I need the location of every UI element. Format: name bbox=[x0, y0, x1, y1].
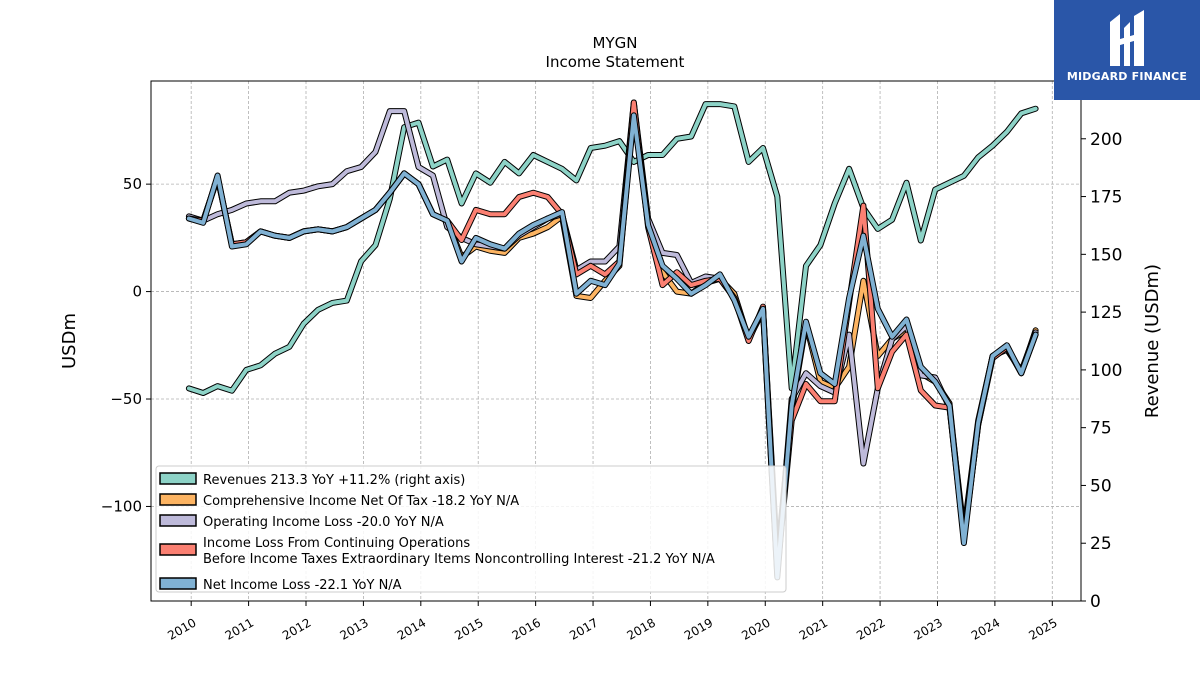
x-tick-label: 2020 bbox=[739, 615, 772, 642]
legend-label: Revenues 213.3 YoY +11.2% (right axis) bbox=[203, 473, 465, 488]
legend-label: Before Income Taxes Extraordinary Items … bbox=[203, 552, 715, 567]
revenues-line bbox=[186, 102, 1038, 395]
x-tick-label: 2019 bbox=[682, 615, 715, 642]
y2-axis-label: Revenue (USDm) bbox=[1142, 264, 1163, 418]
net-income-loss-line bbox=[186, 113, 1038, 580]
series-layer bbox=[185, 99, 1039, 581]
brand-name: MIDGARD FINANCE bbox=[1066, 70, 1188, 83]
y-tick-label: 0 bbox=[132, 283, 142, 301]
y2-tick-label: 100 bbox=[1090, 361, 1122, 381]
x-tick-label: 2021 bbox=[797, 615, 830, 642]
legend-swatch bbox=[159, 493, 197, 506]
x-tick-label: 2025 bbox=[1026, 615, 1059, 642]
legend-swatch bbox=[159, 577, 197, 590]
y-tick-label: −100 bbox=[101, 497, 142, 515]
y-axis-label: USDm bbox=[59, 313, 80, 369]
y2-tick-label: 150 bbox=[1090, 245, 1122, 265]
y2-tick-label: 50 bbox=[1090, 476, 1112, 496]
x-tick-label: 2024 bbox=[969, 615, 1002, 642]
legend-swatch bbox=[159, 472, 197, 485]
x-tick-label: 2023 bbox=[912, 615, 945, 642]
y2-tick-label: 0 bbox=[1090, 592, 1101, 612]
x-tick-label: 2016 bbox=[510, 615, 543, 642]
legend-swatch bbox=[159, 543, 197, 556]
midgard-logo-icon bbox=[1110, 10, 1144, 66]
y-tick-label: 50 bbox=[123, 175, 142, 193]
x-tick-label: 2012 bbox=[280, 615, 313, 642]
legend-label: Operating Income Loss -20.0 YoY N/A bbox=[203, 515, 444, 530]
y2-tick-label: 125 bbox=[1090, 303, 1122, 323]
x-tick-label: 2017 bbox=[567, 615, 600, 642]
y2-tick-label: 75 bbox=[1090, 419, 1112, 439]
x-tick-label: 2014 bbox=[395, 615, 428, 642]
y2-tick-label: 175 bbox=[1090, 188, 1122, 208]
legend-swatch bbox=[159, 514, 197, 527]
y2-tick-label: 25 bbox=[1090, 534, 1112, 554]
legend-label: Net Income Loss -22.1 YoY N/A bbox=[203, 578, 402, 593]
x-tick-label: 2015 bbox=[452, 615, 485, 642]
legend-box bbox=[155, 465, 787, 593]
brand-logo: MIDGARD FINANCE bbox=[1054, 0, 1200, 100]
x-tick-label: 2010 bbox=[165, 615, 198, 642]
y-tick-label: −50 bbox=[110, 390, 142, 408]
x-tick-label: 2013 bbox=[337, 615, 370, 642]
chart-title: MYGN bbox=[593, 34, 638, 52]
legend-label: Income Loss From Continuing Operations bbox=[203, 536, 470, 551]
plot-frame bbox=[150, 80, 1082, 602]
x-tick-label: 2022 bbox=[854, 615, 887, 642]
chart-subtitle: Income Statement bbox=[546, 53, 685, 71]
x-tick-label: 2018 bbox=[624, 615, 657, 642]
y2-tick-label: 200 bbox=[1090, 130, 1122, 150]
x-tick-label: 2011 bbox=[223, 615, 256, 642]
legend: Revenues 213.3 YoY +11.2% (right axis) Co… bbox=[155, 465, 787, 593]
legend-label: Comprehensive Income Net Of Tax -18.2 Yo… bbox=[203, 494, 519, 509]
